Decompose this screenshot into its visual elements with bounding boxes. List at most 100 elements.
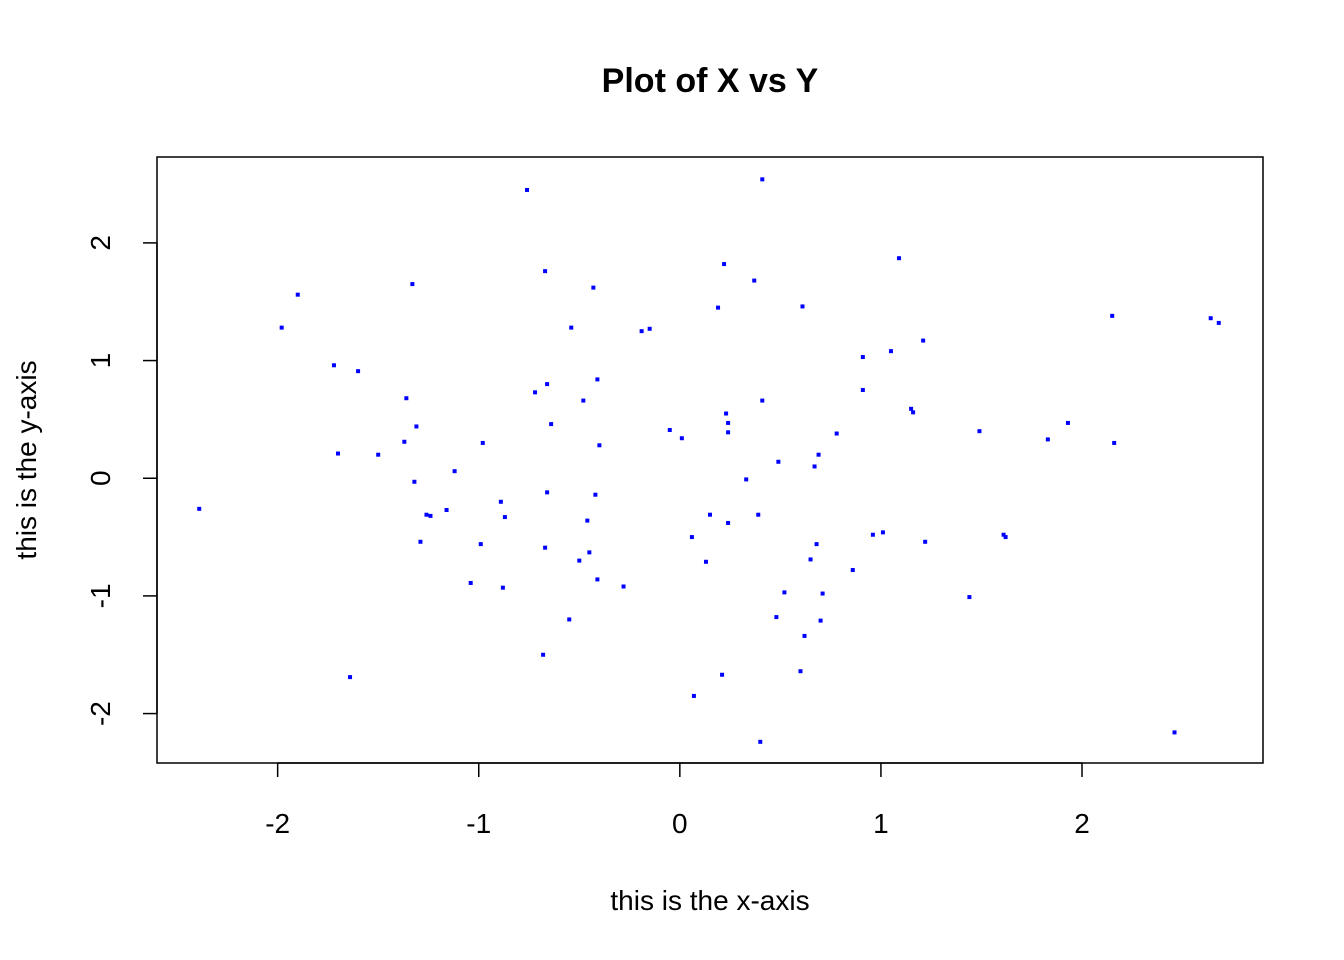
scatter-point xyxy=(593,492,598,497)
scatter-point xyxy=(478,542,483,547)
scatter-point xyxy=(480,440,485,445)
scatter-point xyxy=(595,377,600,382)
scatter-point xyxy=(909,406,914,411)
scatter-point xyxy=(545,382,550,387)
scatter-point xyxy=(348,675,353,680)
scatter-point xyxy=(1216,320,1221,325)
scatter-point xyxy=(541,652,546,657)
scatter-point xyxy=(744,477,749,482)
scatter-point xyxy=(870,532,875,537)
scatter-point xyxy=(424,512,429,517)
scatter-point xyxy=(818,618,823,623)
scatter-point xyxy=(1001,532,1006,537)
scatter-point xyxy=(760,177,765,182)
scatter-point xyxy=(679,436,684,441)
scatter-point xyxy=(820,591,825,596)
scatter-point xyxy=(597,443,602,448)
scatter-point xyxy=(500,585,505,590)
scatter-point xyxy=(295,292,300,297)
scatter-point xyxy=(816,452,821,457)
scatter-point xyxy=(402,439,407,444)
scatter-point xyxy=(720,672,725,677)
scatter-point xyxy=(567,617,572,622)
scatter-point xyxy=(726,520,731,525)
scatter-point xyxy=(533,390,538,395)
scatter-point xyxy=(798,669,803,674)
scatter-point xyxy=(923,539,928,544)
scatter-point xyxy=(724,411,729,416)
scatter-point xyxy=(888,349,893,354)
scatter-point xyxy=(335,451,340,456)
scatter-point xyxy=(591,285,596,290)
scatter-point xyxy=(1045,437,1050,442)
scatter-point xyxy=(1065,420,1070,425)
scatter-point xyxy=(545,490,550,495)
scatter-point xyxy=(834,431,839,436)
x-tick-label: 1 xyxy=(873,808,889,839)
scatter-point xyxy=(569,325,574,330)
scatter-point xyxy=(412,479,417,484)
scatter-point xyxy=(585,518,590,523)
y-tick-label: 1 xyxy=(85,353,116,369)
data-points xyxy=(197,177,1221,744)
scatter-point xyxy=(977,429,982,434)
y-tick-label: 0 xyxy=(85,470,116,486)
scatter-point xyxy=(404,396,409,401)
scatter-point xyxy=(587,550,592,555)
scatter-point xyxy=(525,187,530,192)
scatter-point xyxy=(577,558,582,563)
scatter-point xyxy=(1110,313,1115,318)
scatter-point xyxy=(774,615,779,620)
scatter-point xyxy=(1112,440,1117,445)
y-axis: -2 -1 0 1 2 xyxy=(85,235,158,726)
scatter-point xyxy=(850,568,855,573)
x-tick-label: -1 xyxy=(466,808,491,839)
scatter-point xyxy=(802,633,807,638)
scatter-point xyxy=(776,459,781,464)
scatter-point xyxy=(756,512,761,517)
scatter-point xyxy=(410,282,415,287)
y-tick-label: -1 xyxy=(85,583,116,608)
y-tick-label: 2 xyxy=(85,235,116,251)
scatter-point xyxy=(800,304,805,309)
scatter-point xyxy=(543,545,548,550)
scatter-point xyxy=(667,427,672,432)
scatter-point xyxy=(708,512,712,517)
scatter-point xyxy=(418,539,423,544)
scatter-point xyxy=(726,430,731,435)
scatter-point xyxy=(543,269,548,274)
scatter-point xyxy=(726,420,731,425)
scatter-point xyxy=(331,363,336,368)
scatter-point xyxy=(468,580,473,585)
scatter-point xyxy=(647,326,652,331)
scatter-point xyxy=(782,590,787,595)
scatter-point xyxy=(498,499,503,504)
x-tick-label: 2 xyxy=(1074,808,1090,839)
x-axis: -2 -1 0 1 2 xyxy=(265,762,1090,839)
scatter-point xyxy=(1208,316,1213,321)
y-tick-label: -2 xyxy=(85,701,116,726)
scatter-point xyxy=(967,595,972,600)
scatter-point xyxy=(758,739,763,744)
scatter-point xyxy=(921,338,926,343)
scatter-point xyxy=(197,506,202,511)
scatter-point xyxy=(581,398,586,403)
scatter-point xyxy=(356,369,361,374)
scatter-point xyxy=(722,262,727,267)
scatter-point xyxy=(414,424,419,429)
scatter-point xyxy=(279,325,284,330)
plot-frame xyxy=(156,156,1264,764)
scatter-point xyxy=(502,515,507,520)
scatter-point xyxy=(376,452,381,457)
scatter-point xyxy=(428,513,433,518)
scatter-point xyxy=(691,693,696,698)
scatter-point xyxy=(444,508,449,513)
scatter-point xyxy=(1003,535,1008,540)
scatter-point xyxy=(703,559,708,564)
scatter-point xyxy=(814,542,819,547)
scatter-point xyxy=(897,256,902,261)
scatter-point xyxy=(812,464,817,469)
scatter-point xyxy=(689,535,694,540)
chart-title: Plot of X vs Y xyxy=(602,62,819,100)
scatter-point xyxy=(549,422,554,427)
